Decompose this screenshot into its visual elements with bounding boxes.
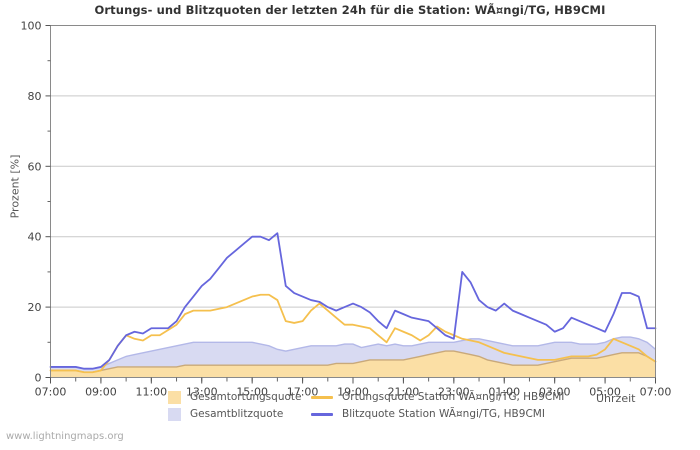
x-tick-label-11:00: 11:00 bbox=[135, 386, 167, 399]
legend-swatch-gesamtortungsquote bbox=[168, 390, 181, 404]
y-axis-ticks: 0 20 40 60 80 100 bbox=[21, 20, 51, 385]
legend-swatch-gesamtblitzquote bbox=[168, 407, 181, 421]
y-tick-label-20: 20 bbox=[28, 301, 42, 314]
y-tick-label-100: 100 bbox=[21, 20, 42, 33]
legend-item-ortungsquote-station: Ortungsquote Station WÃ¤ngi/TG, HB9CMI bbox=[311, 389, 564, 405]
area-edge-gesamtblitzquote bbox=[50, 336, 656, 370]
y-tick-label-0: 0 bbox=[35, 372, 42, 385]
x-tick-label-03:00: 03:00 bbox=[539, 386, 571, 399]
x-tick-label-01:00: 01:00 bbox=[488, 386, 520, 399]
area-edge-gesamtortungsquote bbox=[50, 350, 656, 373]
legend-item-gesamtortungsquote: Gesamtortungsquote bbox=[168, 389, 301, 405]
x-axis-title: Uhrzeit bbox=[596, 392, 636, 405]
x-tick-label-09:00: 09:00 bbox=[85, 386, 117, 399]
watermark-text: www.lightningmaps.org bbox=[6, 431, 124, 442]
x-tick-label-17:00: 17:00 bbox=[287, 386, 319, 399]
x-tick-label-19:00: 19:00 bbox=[337, 386, 369, 399]
x-tick-label-15:00: 15:00 bbox=[236, 386, 268, 399]
chart-title: Ortungs- und Blitzquoten der letzten 24h… bbox=[94, 3, 606, 17]
area-series-group bbox=[50, 336, 656, 378]
x-axis-ticks: 07:00 09:00 11:00 13:00 15:00 17:00 19:00 21:00… bbox=[35, 377, 672, 399]
line-blitzquote-station-w-ngi-tg-hb9cmi bbox=[49, 232, 657, 370]
x-tick-label-13:00: 13:00 bbox=[186, 386, 218, 399]
line-series-group bbox=[49, 232, 657, 374]
line-ortungsquote-station-w-ngi-tg-hb9cmi bbox=[49, 293, 657, 374]
legend-item-gesamtblitzquote: Gesamtblitzquote bbox=[168, 406, 283, 422]
x-tick-label-21:00: 21:00 bbox=[388, 386, 420, 399]
y-tick-label-40: 40 bbox=[28, 231, 42, 244]
legend-line-blitzquote-station bbox=[311, 412, 333, 416]
x-tick-label-23:00: 23:00 bbox=[438, 386, 470, 399]
area-gesamtortungsquote bbox=[50, 351, 656, 378]
y-tick-label-80: 80 bbox=[28, 90, 42, 103]
legend-label-gesamtortungsquote: Gesamtortungsquote bbox=[190, 391, 302, 403]
legend-label-blitzquote-station: Blitzquote Station WÃ¤ngi/TG, HB9CMI bbox=[342, 408, 545, 420]
x-tick-label-07:00: 07:00 bbox=[35, 386, 67, 399]
legend-label-ortungsquote-station: Ortungsquote Station WÃ¤ngi/TG, HB9CMI bbox=[342, 391, 565, 403]
chart-legend: Gesamtortungsquote Gesamtblitzquote Ortu… bbox=[0, 388, 700, 424]
y-tick-label-60: 60 bbox=[28, 160, 42, 173]
gridlines bbox=[50, 25, 656, 308]
legend-label-gesamtblitzquote: Gesamtblitzquote bbox=[190, 408, 284, 420]
legend-line-ortungsquote-station bbox=[311, 395, 333, 399]
x-tick-label-07:00: 07:00 bbox=[640, 386, 672, 399]
legend-item-blitzquote-station: Blitzquote Station WÃ¤ngi/TG, HB9CMI bbox=[311, 406, 545, 422]
x-tick-label-05:00: 05:00 bbox=[589, 386, 621, 399]
